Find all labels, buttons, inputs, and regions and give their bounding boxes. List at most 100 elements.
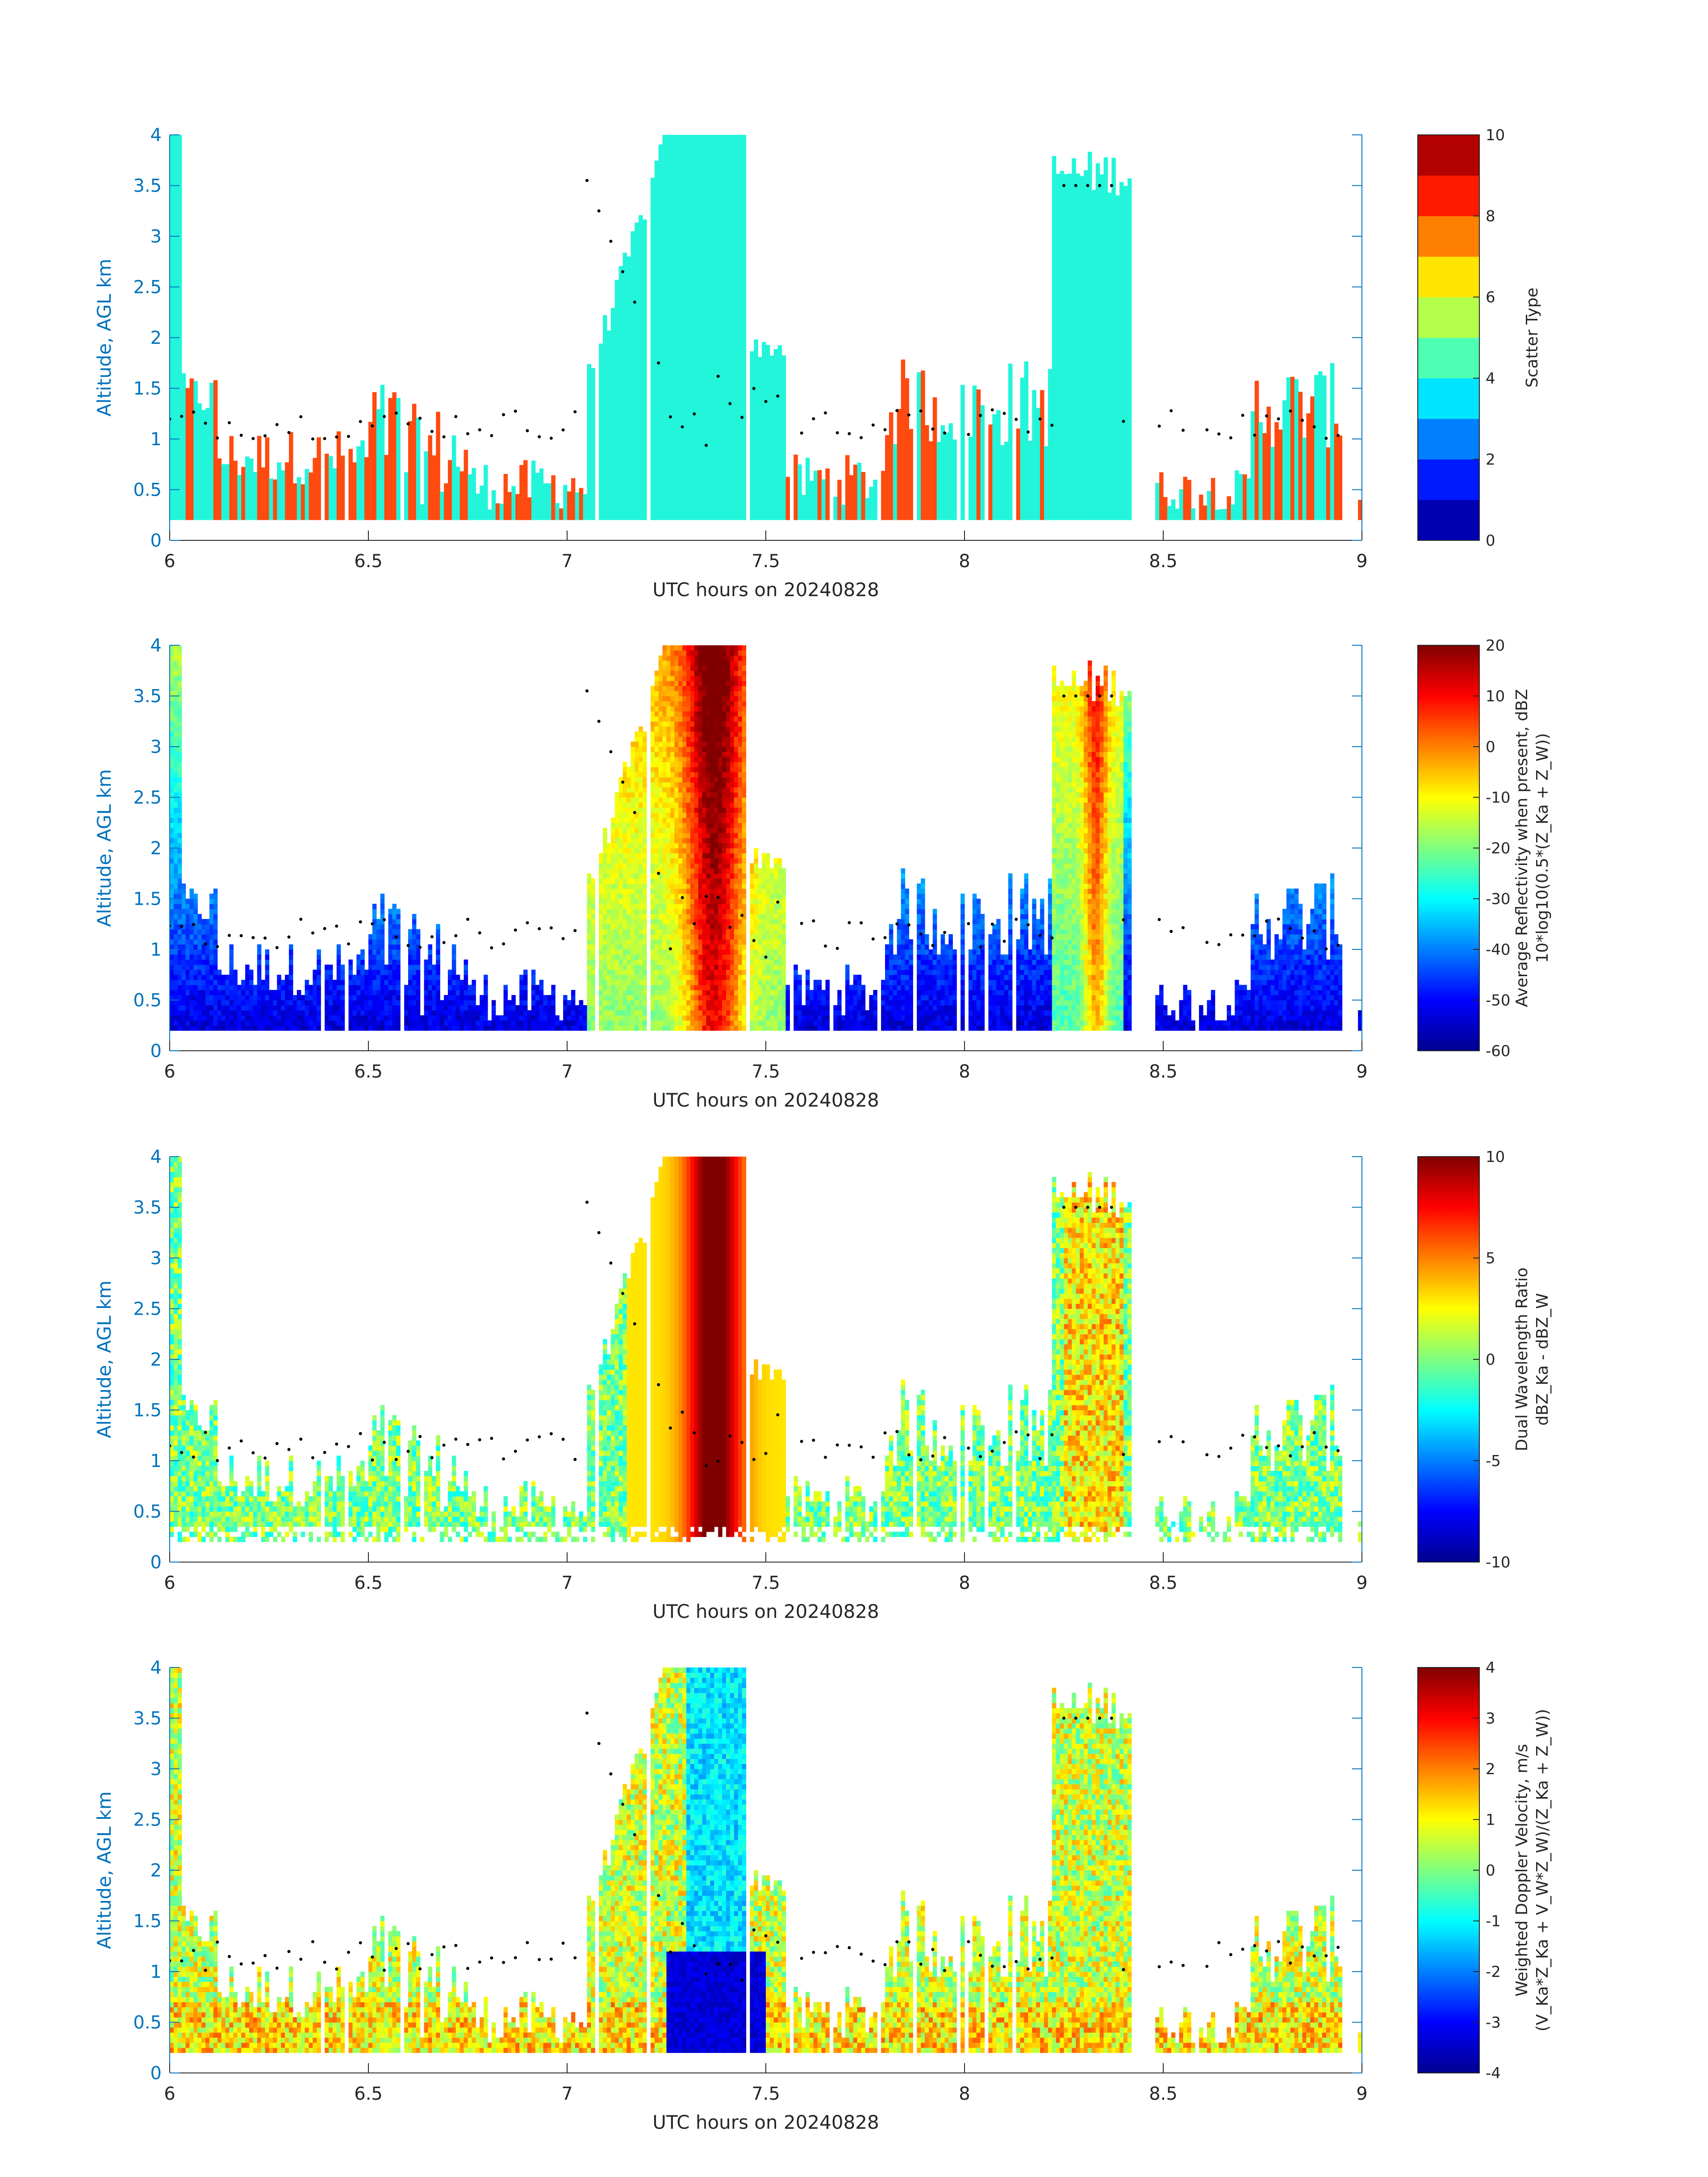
heatmap-cell: [622, 863, 627, 869]
heatmap-cell: [277, 1000, 281, 1006]
heatmap-cell: [213, 1020, 218, 1026]
y-tick-label: 1: [150, 429, 162, 450]
heatmap-cell: [221, 1025, 226, 1031]
heatmap-cell: [738, 817, 743, 823]
heatmap-cell: [666, 655, 671, 661]
heatmap-cell: [674, 954, 679, 960]
heatmap-cell: [225, 995, 230, 1001]
heatmap-cell: [710, 762, 714, 767]
heatmap-cell: [706, 706, 710, 712]
heatmap-cell: [857, 985, 862, 990]
heatmap-cell: [599, 1000, 603, 1006]
heatmap-cell: [857, 1020, 862, 1026]
heatmap-cell: [670, 863, 675, 869]
heatmap-cell: [639, 762, 643, 767]
heatmap-cell: [722, 797, 727, 803]
heatmap-cell: [571, 1010, 576, 1016]
heatmap-cell: [205, 959, 210, 965]
heatmap-cell: [189, 974, 194, 980]
heatmap-cell: [635, 985, 639, 990]
heatmap-cell: [706, 919, 710, 924]
heatmap-cell: [658, 878, 663, 884]
heatmap-cell: [170, 838, 174, 844]
heatmap-cell: [762, 980, 766, 986]
heatmap-cell: [738, 752, 743, 757]
heatmap-cell: [607, 853, 611, 859]
heatmap-cell: [654, 858, 659, 864]
heatmap-cell: [730, 135, 735, 520]
heatmap-cell: [173, 944, 178, 950]
heatmap-cell: [189, 959, 194, 965]
heatmap-cell: [618, 914, 623, 919]
heatmap-cell: [758, 873, 762, 879]
heatmap-cell: [706, 731, 710, 737]
heatmap-cell: [714, 670, 718, 676]
heatmap-cell: [702, 685, 707, 691]
heatmap-cell: [726, 741, 731, 747]
heatmap-cell: [348, 969, 353, 975]
heatmap-cell: [197, 1005, 202, 1011]
heatmap-cell: [666, 959, 671, 965]
heatmap-cell: [173, 772, 178, 777]
heatmap-cell: [650, 716, 655, 722]
heatmap-cell: [865, 1010, 869, 1016]
heatmap-cell: [384, 969, 389, 975]
heatmap-cell: [455, 995, 460, 1001]
heatmap-cell: [392, 909, 397, 915]
heatmap-cell: [702, 711, 707, 717]
heatmap-cell: [722, 863, 727, 869]
heatmap-cell: [618, 838, 623, 844]
heatmap-cell: [670, 736, 675, 742]
heatmap-cell: [170, 741, 174, 747]
heatmap-cell: [670, 919, 675, 924]
heatmap-cell: [173, 665, 178, 671]
heatmap-cell: [654, 777, 659, 783]
heatmap-cell: [170, 985, 174, 990]
heatmap-cell: [622, 787, 627, 793]
heatmap-cell: [618, 974, 623, 980]
heatmap-cell: [631, 965, 635, 970]
heatmap-cell: [853, 1000, 858, 1006]
heatmap-cell: [551, 990, 555, 995]
heatmap-cell: [678, 914, 683, 919]
heatmap-cell: [1099, 174, 1104, 520]
heatmap-cell: [694, 797, 699, 803]
cloud-base-marker: [967, 433, 970, 436]
cloud-base-marker: [538, 435, 541, 439]
heatmap-cell: [424, 990, 429, 995]
heatmap-cell: [742, 655, 747, 661]
heatmap-cell: [388, 949, 393, 955]
heatmap-cell: [364, 1025, 369, 1031]
heatmap-cell: [857, 1010, 862, 1016]
heatmap-cell: [329, 1020, 333, 1026]
heatmap-cell: [464, 974, 468, 980]
heatmap-cell: [662, 676, 667, 681]
heatmap-cell: [662, 726, 667, 732]
heatmap-cell: [197, 934, 202, 940]
heatmap-cell: [762, 944, 766, 950]
heatmap-cell: [360, 1010, 365, 1016]
heatmap-cell: [777, 873, 782, 879]
heatmap-cell: [710, 873, 714, 879]
heatmap-cell: [777, 898, 782, 904]
heatmap-cell: [170, 919, 174, 924]
heatmap-cell: [639, 985, 643, 990]
heatmap-cell: [635, 756, 639, 762]
heatmap-cell: [519, 974, 524, 980]
heatmap-cell: [650, 1015, 655, 1021]
heatmap-cell: [730, 863, 735, 869]
heatmap-cell: [734, 919, 739, 924]
heatmap-cell: [305, 1000, 309, 1006]
heatmap-cell: [674, 721, 679, 727]
heatmap-cell: [173, 995, 178, 1001]
heatmap-cell: [793, 980, 798, 986]
heatmap-cell: [444, 1025, 448, 1031]
heatmap-cell: [301, 484, 305, 520]
heatmap-cell: [734, 954, 739, 960]
heatmap-cell: [849, 995, 854, 1001]
heatmap-cell: [193, 985, 198, 990]
heatmap-cell: [658, 777, 663, 783]
heatmap-cell: [185, 954, 190, 960]
heatmap-cell: [392, 939, 397, 945]
heatmap-cell: [738, 691, 743, 697]
